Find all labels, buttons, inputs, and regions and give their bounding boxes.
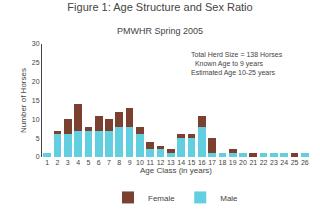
svg-text:26: 26 <box>301 159 309 166</box>
svg-text:17: 17 <box>208 159 216 166</box>
svg-text:30: 30 <box>32 40 40 47</box>
svg-text:11: 11 <box>147 159 154 166</box>
svg-text:1: 1 <box>45 159 49 166</box>
svg-text:23: 23 <box>270 159 278 166</box>
svg-text:9: 9 <box>128 159 132 166</box>
svg-text:22: 22 <box>260 159 268 166</box>
svg-text:0: 0 <box>36 153 40 160</box>
svg-text:Figure 1: Age Structure and Se: Figure 1: Age Structure and Sex Ratio <box>67 1 252 13</box>
svg-text:5: 5 <box>36 135 40 142</box>
svg-text:2: 2 <box>56 159 60 166</box>
svg-text:13: 13 <box>167 159 175 166</box>
svg-text:25: 25 <box>291 159 299 166</box>
svg-text:PMWHR Spring 2005: PMWHR Spring 2005 <box>117 26 203 36</box>
svg-text:15: 15 <box>32 97 40 104</box>
svg-text:21: 21 <box>249 159 257 166</box>
svg-text:8: 8 <box>117 159 121 166</box>
svg-text:20: 20 <box>239 159 247 166</box>
svg-text:4: 4 <box>76 159 80 166</box>
svg-text:3: 3 <box>66 159 70 166</box>
svg-text:10: 10 <box>32 116 40 123</box>
svg-text:18: 18 <box>218 159 226 166</box>
svg-text:Total Herd Size = 138 Horses: Total Herd Size = 138 Horses Known Age t… <box>191 51 283 77</box>
svg-text:19: 19 <box>229 159 237 166</box>
svg-text:14: 14 <box>177 159 185 166</box>
svg-text:12: 12 <box>157 159 165 166</box>
svg-text:Female: Female <box>148 194 175 203</box>
svg-text:Age Class (in years): Age Class (in years) <box>140 166 212 175</box>
svg-text:15: 15 <box>188 159 196 166</box>
svg-text:6: 6 <box>97 159 101 166</box>
svg-text:20: 20 <box>32 78 40 85</box>
svg-text:24: 24 <box>280 159 288 166</box>
svg-text:Male: Male <box>220 194 238 203</box>
svg-text:10: 10 <box>136 159 144 166</box>
svg-text:Number of Horses: Number of Horses <box>19 68 28 133</box>
svg-text:7: 7 <box>107 159 111 166</box>
svg-text:16: 16 <box>198 159 206 166</box>
svg-text:25: 25 <box>32 59 40 66</box>
svg-text:5: 5 <box>86 159 90 166</box>
